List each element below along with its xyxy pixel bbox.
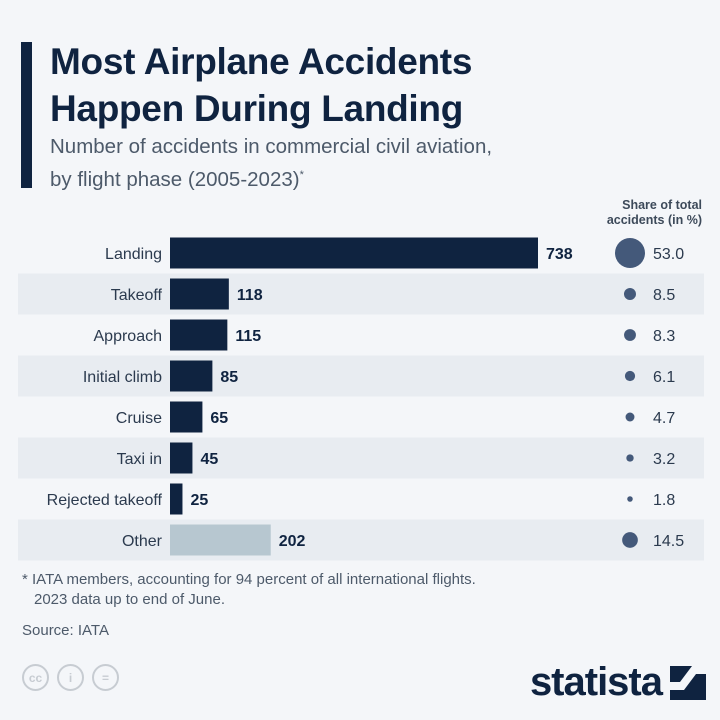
row-stripe <box>18 355 704 397</box>
value-label: 25 <box>190 492 208 509</box>
share-circle <box>625 412 635 422</box>
share-label: 53.0 <box>653 246 684 263</box>
source: Source: IATA <box>22 622 109 639</box>
share-column-header: Share of total accidents (in %) <box>607 198 702 228</box>
share-circle <box>626 454 634 462</box>
bar <box>170 524 271 556</box>
share-label: 3.2 <box>653 451 675 468</box>
bar <box>170 278 229 310</box>
subtitle-footnote-mark: * <box>299 169 304 181</box>
share-circle <box>624 370 636 382</box>
chart-subtitle: Number of accidents in commercial civil … <box>50 133 492 194</box>
statista-logo-icon <box>670 665 706 700</box>
value-label: 115 <box>235 328 261 345</box>
category-label: Landing <box>105 246 162 263</box>
row-stripe <box>18 519 704 561</box>
license-icons[interactable]: cc i = <box>22 664 119 691</box>
footnote-line-2: 2023 data up to end of June. <box>34 591 225 608</box>
category-label: Approach <box>94 328 163 345</box>
title-line-1: Most Airplane Accidents <box>50 41 473 82</box>
bar <box>170 360 213 392</box>
value-label: 45 <box>200 451 218 468</box>
no-derivatives-icon[interactable]: = <box>92 664 119 691</box>
category-label: Initial climb <box>83 369 162 386</box>
share-label: 14.5 <box>653 533 684 550</box>
bar <box>170 319 228 351</box>
share-header-line-2: accidents (in %) <box>606 213 702 227</box>
category-label: Rejected takeoff <box>47 492 163 509</box>
share-label: 8.3 <box>653 328 675 345</box>
cc-icon[interactable]: cc <box>22 664 49 691</box>
value-label: 85 <box>220 369 238 386</box>
share-circle <box>623 287 637 301</box>
row-stripe <box>18 437 704 479</box>
bar <box>170 237 538 269</box>
share-circle <box>624 329 636 341</box>
title-accent-bar <box>21 42 32 188</box>
chart-title: Most Airplane Accidents Happen During La… <box>50 38 472 132</box>
value-label: 202 <box>279 533 306 550</box>
share-circle <box>615 238 645 268</box>
subtitle-line-2: by flight phase (2005-2023) <box>50 167 300 191</box>
share-circle <box>622 532 638 548</box>
value-label: 738 <box>546 246 573 263</box>
share-label: 6.1 <box>653 369 675 386</box>
share-label: 4.7 <box>653 410 675 427</box>
brand-wordmark: statista <box>529 660 663 704</box>
statista-logo[interactable]: statista <box>530 660 706 705</box>
share-circle <box>627 496 633 502</box>
footnote: * IATA members, accounting for 94 percen… <box>22 570 476 610</box>
category-label: Taxi in <box>117 451 162 468</box>
share-label: 8.5 <box>653 287 675 304</box>
category-label: Cruise <box>116 410 162 427</box>
attribution-icon[interactable]: i <box>57 664 84 691</box>
row-stripe <box>18 273 704 315</box>
value-label: 118 <box>237 287 263 304</box>
footnote-line-1: * IATA members, accounting for 94 percen… <box>22 571 476 588</box>
title-line-2: Happen During Landing <box>50 88 464 129</box>
share-label: 1.8 <box>653 492 675 509</box>
bar <box>170 401 203 433</box>
category-label: Takeoff <box>111 287 163 304</box>
value-label: 65 <box>210 410 228 427</box>
bar <box>170 483 183 515</box>
subtitle-line-1: Number of accidents in commercial civil … <box>50 135 493 158</box>
category-label: Other <box>122 533 163 550</box>
bar <box>170 442 193 474</box>
share-header-line-1: Share of total <box>622 198 702 212</box>
bar-chart: Landing 738 53.0 Takeoff 118 8.5 Approach 115 8.… <box>18 237 704 561</box>
